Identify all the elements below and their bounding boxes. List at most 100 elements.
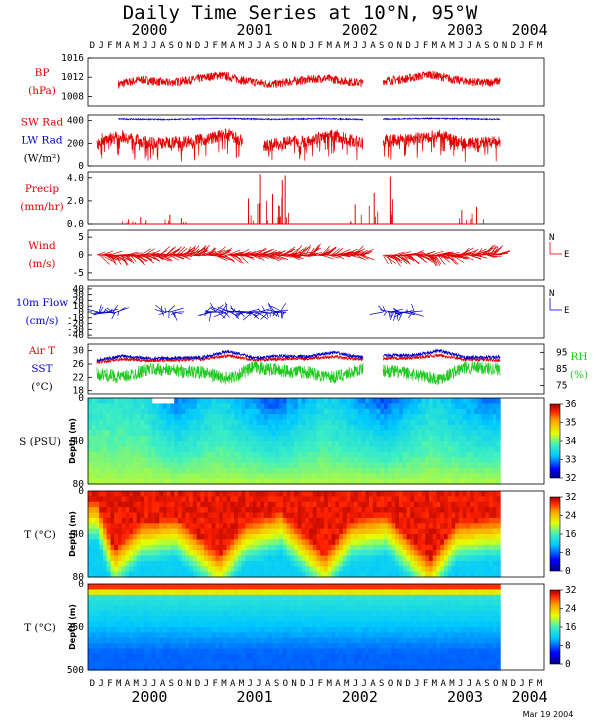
section-cell <box>414 408 419 415</box>
section-cell <box>170 637 175 644</box>
y-tick-label: 400 <box>67 116 84 127</box>
section-cell <box>159 621 164 628</box>
vector-stick <box>96 311 106 314</box>
section-cell <box>155 594 160 601</box>
section-cell <box>365 496 370 503</box>
section-cell <box>219 507 224 514</box>
section-cell <box>290 555 295 562</box>
section-cell <box>166 451 171 458</box>
section-cell <box>485 491 490 497</box>
section-cell <box>410 550 415 557</box>
section-cell <box>226 430 231 437</box>
section-cell <box>436 424 441 431</box>
section-cell <box>148 664 153 671</box>
section-cell <box>200 648 205 655</box>
section-cell <box>222 451 228 458</box>
section-cell <box>477 457 482 464</box>
section-cell <box>133 534 138 540</box>
section-cell <box>91 398 96 404</box>
section-cell <box>279 478 284 485</box>
section-cell <box>103 664 108 671</box>
section-cell <box>380 523 385 530</box>
section-cell <box>204 501 209 508</box>
section-cell <box>237 478 243 485</box>
vector-stick <box>222 247 233 256</box>
section-cell <box>181 643 186 650</box>
section-cell <box>211 507 216 514</box>
month-label-top: O <box>493 41 498 51</box>
section-cell <box>189 610 194 617</box>
section-cell <box>399 507 404 514</box>
section-cell <box>129 457 134 464</box>
section-cell <box>148 600 153 607</box>
vector-stick <box>446 254 457 265</box>
section-cell <box>114 539 119 546</box>
section-cell <box>391 512 396 519</box>
top-year-labels: 2000 2001 2002 2003 2004 <box>131 21 547 39</box>
vector-stick <box>198 247 205 256</box>
section-cell <box>286 408 291 415</box>
section-cell <box>297 550 303 557</box>
section-cell <box>436 512 441 519</box>
section-cell <box>339 512 344 519</box>
section-cell <box>477 550 482 557</box>
y-tick-label: 200 <box>67 138 84 149</box>
depth-tick-label: 40 <box>73 529 85 540</box>
section-cell <box>462 441 467 447</box>
section-cell <box>432 517 437 524</box>
section-cell <box>219 659 224 666</box>
y-tick-label: 2.0 <box>67 196 84 207</box>
section-cell <box>297 544 303 551</box>
section-cell <box>331 398 336 404</box>
section-cell <box>459 539 464 546</box>
right-tick-label: 85 <box>556 364 567 375</box>
section-cell <box>271 501 276 508</box>
section-cell <box>354 398 359 404</box>
section-cell <box>207 403 213 410</box>
section-cell <box>185 560 190 567</box>
section-cell <box>177 648 183 655</box>
section-cell <box>95 664 100 671</box>
section-cell <box>417 398 422 404</box>
section-cell <box>166 528 171 535</box>
section-cell <box>312 457 318 464</box>
section-cell <box>282 491 288 497</box>
section-cell <box>204 408 209 415</box>
section-cell <box>331 517 336 524</box>
section-cell <box>211 534 216 540</box>
section-cell <box>290 544 295 551</box>
vector-stick <box>199 244 211 256</box>
section-cell <box>106 408 111 415</box>
section-cell <box>350 496 355 503</box>
section-cell <box>140 491 145 497</box>
section-cell <box>106 424 111 431</box>
section-cell <box>496 501 501 508</box>
section-cell <box>237 517 243 524</box>
section-cell <box>151 491 156 497</box>
section-cell <box>462 528 467 535</box>
section-cell <box>256 430 261 437</box>
section-cell <box>384 478 389 485</box>
vector-stick <box>216 246 226 256</box>
section-cell <box>271 408 276 415</box>
section-cell <box>279 517 284 524</box>
section-cell <box>406 566 411 573</box>
section-cell <box>241 424 246 431</box>
vector-stick <box>430 254 439 267</box>
section-cell <box>204 517 209 524</box>
vector-stick <box>96 251 106 256</box>
vector-stick <box>377 305 385 313</box>
section-cell <box>369 501 374 508</box>
vector-stick <box>98 304 102 313</box>
vector-stick <box>257 311 269 320</box>
section-cell <box>234 534 239 540</box>
section-cell <box>346 430 351 437</box>
section-cell <box>488 457 494 464</box>
section-cell <box>162 664 168 671</box>
section-cell <box>395 430 400 437</box>
section-cell <box>99 584 104 590</box>
section-cell <box>421 430 426 437</box>
section-cell <box>110 616 115 623</box>
section-cell <box>121 627 126 633</box>
section-cell <box>429 512 434 519</box>
